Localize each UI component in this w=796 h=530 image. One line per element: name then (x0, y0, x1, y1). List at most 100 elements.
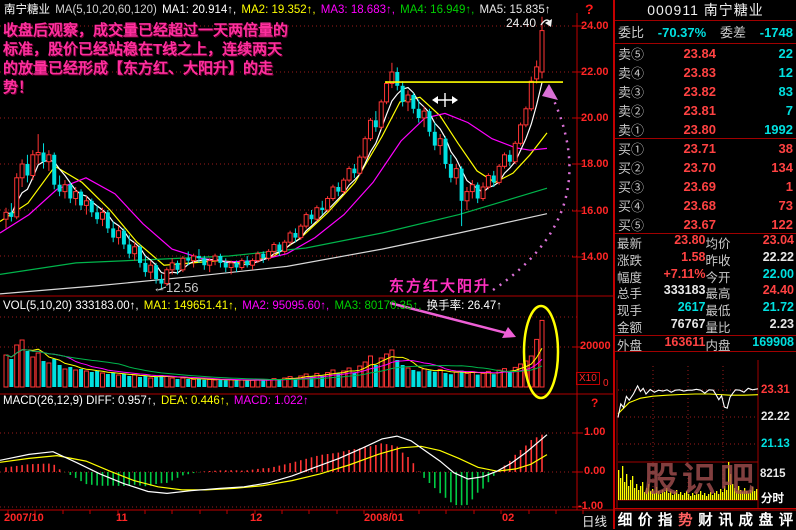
tab-market[interactable]: 盘 (758, 512, 774, 529)
stat-value: 2.23 (769, 316, 794, 331)
stat-value: 24.40 (762, 283, 794, 298)
macd-diff-value: MACD(26,12,9) DIFF: 0.957↑, (3, 395, 156, 407)
ask-level-label: 卖① (618, 123, 645, 138)
stat-value: 22.00 (762, 266, 794, 281)
site-watermark: 股识吧 (644, 461, 758, 499)
ask-row[interactable]: 卖③ 23.82 83 (615, 82, 796, 101)
weibi-value: -70.37% (657, 25, 707, 40)
stat-label: 量比 (705, 320, 731, 335)
mini-axis-low: 21.13 (761, 438, 790, 450)
ask-quotes: 卖⑤ 23.84 22 卖④ 23.83 12 卖③ 23.82 83 卖② 23.81 7 卖… (615, 44, 796, 139)
bid-level-label: 买⑤ (618, 218, 645, 233)
stat-value: 2617 (677, 300, 706, 315)
ask-qty: 22 (778, 46, 793, 61)
help-question-icon[interactable]: ? (585, 1, 594, 17)
stat-label: 幅度 (617, 270, 643, 285)
ask-row[interactable]: 卖① 23.80 1992 (615, 120, 796, 139)
ask-row[interactable]: 卖④ 23.83 12 (615, 63, 796, 82)
mini-volume-label: 8215 (760, 468, 786, 480)
bid-qty: 122 (771, 217, 793, 232)
help-question-icon[interactable]: ? (591, 396, 599, 410)
high-price-callout: 24.40 (506, 16, 537, 30)
tab-price[interactable]: 价 (637, 512, 653, 529)
weibi-row: 委比 -70.37% 委差 -1748 (615, 21, 796, 44)
stock-name-label: 南宁糖业 (4, 4, 50, 16)
ask-price: 23.83 (683, 65, 716, 80)
tab-deals[interactable]: 成 (738, 512, 753, 529)
bid-qty: 1 (785, 179, 793, 194)
ask-qty: 12 (778, 65, 793, 80)
tab-finance[interactable]: 财 (698, 512, 713, 529)
price-axis-label: 18.00 (581, 158, 609, 170)
macd-hist-value: MACD: 1.022↑ (233, 395, 309, 407)
tab-news[interactable]: 讯 (718, 512, 733, 529)
ma1-value: MA1: 20.914↑, (162, 4, 237, 16)
stat-label: 现手 (617, 304, 643, 319)
weicha-value: -1748 (759, 25, 793, 40)
volume-unit-badge: X10 (576, 372, 600, 385)
macd-axis-label: -1.00 (578, 500, 604, 512)
bid-row[interactable]: 买② 23.70 134 (615, 158, 796, 177)
stat-label: 涨跌 (617, 253, 643, 268)
weibi-label: 委比 (618, 25, 645, 40)
stat-label: 内盘 (705, 338, 731, 353)
period-selector-daily[interactable]: 日线 (582, 515, 608, 529)
stat-value: 23.04 (762, 232, 794, 247)
tab-index[interactable]: 指 (658, 512, 673, 529)
ask-qty: 7 (785, 103, 793, 118)
stat-label: 最低 (705, 304, 731, 319)
annotation-line: 标准，股价已经站稳在T线之上，连续两天 (3, 41, 283, 58)
vol-ma2-value: MA2: 95095.60↑, (242, 300, 330, 312)
mini-fenshi-label[interactable]: 分时 (761, 493, 784, 505)
stat-label: 昨收 (705, 253, 731, 268)
bid-quotes: 买① 23.71 38 买② 23.70 134 买③ 23.69 1 买④ 23.68 73 … (615, 139, 796, 234)
macd-axis-label: 1.00 (584, 426, 606, 438)
volume-axis-label: 20000 (580, 340, 611, 352)
vol-value: VOL(5,10,20) 333183.00↑, (3, 300, 139, 312)
ma2-value: MA2: 19.352↑, (241, 4, 316, 16)
date-axis-label: 02 (502, 512, 515, 524)
bid-level-label: 买② (618, 161, 645, 176)
macd-axis-label: 0.00 (584, 465, 606, 477)
tab-detail[interactable]: 细 (617, 512, 633, 529)
date-axis-label: 2007/10 (4, 512, 44, 524)
bid-price: 23.67 (683, 217, 716, 232)
annotation-line: 势！ (3, 79, 34, 96)
bid-row[interactable]: 买① 23.71 38 (615, 139, 796, 158)
ask-price: 23.80 (683, 122, 716, 137)
stock-title[interactable]: 000911 南宁糖业 (615, 0, 796, 21)
macd-indicator-header: MACD(26,12,9) DIFF: 0.957↑, DEA: 0.446↑,… (3, 395, 311, 407)
ma3-value: MA3: 18.683↑, (320, 4, 395, 16)
bid-price: 23.69 (683, 179, 716, 194)
ask-price: 23.82 (683, 84, 716, 99)
stat-value: 1.58 (681, 249, 706, 264)
stat-value: 23.80 (674, 232, 706, 247)
vol-ma1-value: MA1: 149651.41↑, (143, 300, 238, 312)
bid-row[interactable]: 买③ 23.69 1 (615, 177, 796, 196)
ask-row[interactable]: 卖② 23.81 7 (615, 101, 796, 120)
ma4-value: MA4: 16.949↑, (400, 4, 475, 16)
ask-level-label: 卖② (618, 104, 645, 119)
bid-qty: 73 (778, 198, 793, 213)
bid-row[interactable]: 买④ 23.68 73 (615, 196, 796, 215)
ask-qty: 83 (778, 84, 793, 99)
price-axis-label: 16.00 (581, 205, 609, 217)
price-axis-label: 20.00 (581, 112, 609, 124)
bid-qty: 38 (778, 141, 793, 156)
turnover-rate-value: 换手率: 26.47↑ (426, 300, 503, 312)
bid-row[interactable]: 买⑤ 23.67 122 (615, 215, 796, 234)
quote-panel: 000911 南宁糖业 委比 -70.37% 委差 -1748 卖⑤ 23.84 2… (613, 0, 796, 529)
tab-trend[interactable]: 势 (678, 512, 693, 529)
bid-price: 23.71 (683, 141, 716, 156)
stat-label: 总手 (617, 287, 643, 302)
stat-label: 外盘 (617, 338, 643, 353)
low-price-callout: ←12.56 (153, 280, 199, 295)
stat-value: 76767 (670, 316, 706, 331)
stat-value: 169908 (752, 334, 794, 349)
annotation-line: 收盘后观察，成交量已经超过一天两倍量的 (3, 22, 289, 39)
tab-comment[interactable]: 评 (778, 512, 794, 529)
stat-value: 22.22 (762, 249, 794, 264)
stat-value: 163611 (664, 334, 706, 349)
ask-row[interactable]: 卖⑤ 23.84 22 (615, 44, 796, 63)
analysis-annotation: 收盘后观察，成交量已经超过一天两倍量的 标准，股价已经站稳在T线之上，连续两天 … (3, 21, 353, 97)
